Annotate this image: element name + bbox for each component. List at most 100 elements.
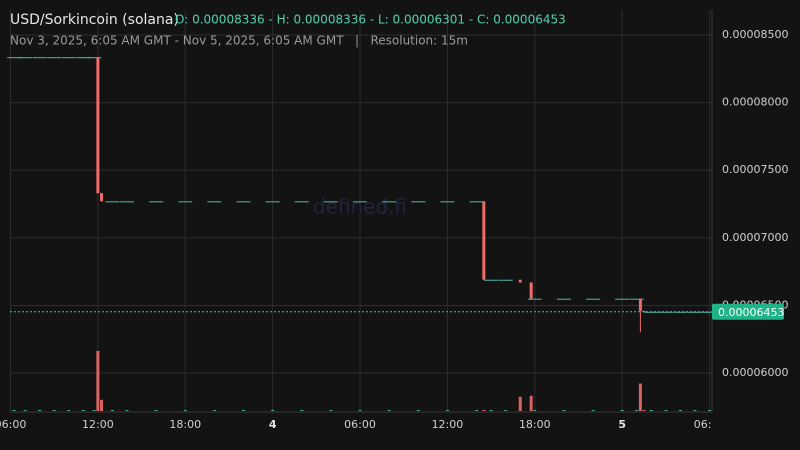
candle-body — [518, 279, 522, 283]
volume-bar — [664, 409, 668, 411]
subtitle: Nov 3, 2025, 6:05 AM GMT - Nov 5, 2025, … — [10, 34, 468, 48]
doji — [353, 201, 368, 203]
x-axis-labels: 06:00 12:00 18:00 4 06:00 12:00 18:00 5 06:00 — [0, 418, 726, 431]
y-tick-label: 0.00007000 — [722, 231, 788, 244]
doji — [120, 201, 135, 203]
volume-bar — [708, 409, 712, 411]
x-tick-label: 18:00 — [519, 418, 551, 431]
volume-bar — [562, 409, 566, 411]
volume-bar — [154, 409, 158, 411]
volume-bar — [12, 409, 16, 411]
doji — [7, 57, 22, 59]
candle-body — [96, 57, 100, 194]
volume-bar — [110, 409, 114, 411]
x-tick-label: 06:00 — [344, 418, 376, 431]
volume-bar — [518, 396, 522, 411]
volume-bar — [23, 409, 27, 411]
doji — [61, 57, 76, 59]
watermark: defined.fi — [313, 195, 407, 219]
x-tick-label: 06:00 — [0, 418, 26, 431]
doji — [18, 57, 33, 59]
volume-bar — [635, 409, 639, 411]
doji — [32, 57, 47, 59]
volume-bar — [504, 409, 508, 411]
doji — [498, 279, 513, 281]
candle-body — [529, 282, 533, 299]
volume-bar — [81, 409, 85, 411]
volume-bar — [242, 409, 246, 411]
x-tick-label: 4 — [269, 418, 277, 431]
doji — [658, 311, 673, 313]
y-tick-label: 0.00008000 — [722, 96, 788, 109]
doji — [382, 201, 397, 203]
doji — [556, 298, 571, 300]
volume-bar — [92, 409, 96, 411]
doji — [149, 201, 164, 203]
volume-bar — [638, 383, 642, 411]
x-tick-label: 06:00 — [694, 418, 726, 431]
doji — [207, 201, 222, 203]
volume-bar — [489, 409, 493, 411]
x-tick-label: 5 — [618, 418, 626, 431]
volume-bar — [482, 409, 486, 411]
volume-bar — [416, 409, 420, 411]
volume-bar — [678, 409, 682, 411]
y-tick-label: 0.00006000 — [722, 366, 788, 379]
doji — [440, 201, 455, 203]
volume-bar — [358, 409, 362, 411]
volume-bar — [387, 409, 391, 411]
doji — [673, 311, 688, 313]
doji — [323, 201, 338, 203]
doji — [87, 57, 102, 59]
doji — [265, 201, 280, 203]
volume-bar — [125, 409, 129, 411]
x-tick-label: 12:00 — [432, 418, 464, 431]
volume-bar — [475, 409, 479, 411]
grid — [10, 10, 712, 412]
doji — [294, 201, 309, 203]
volume-bar — [620, 409, 624, 411]
volume-bar — [693, 409, 697, 411]
volume-bar — [67, 409, 71, 411]
doji — [76, 57, 91, 59]
candle-body — [642, 310, 646, 312]
doji — [236, 201, 251, 203]
volume-bar — [642, 409, 646, 411]
volume-bar — [445, 409, 449, 411]
volume-bar — [96, 351, 100, 411]
volume-bar — [329, 409, 333, 411]
volume-bar — [533, 409, 537, 411]
doji — [178, 201, 193, 203]
volume-bar — [100, 399, 104, 411]
y-tick-label: 0.00008500 — [722, 28, 788, 41]
volume-bar — [212, 409, 216, 411]
ohlc-legend: O: 0.00008336 - H: 0.00008336 - L: 0.000… — [175, 13, 566, 27]
candle-body — [482, 201, 486, 280]
doji — [629, 298, 644, 300]
doji — [469, 201, 484, 203]
doji — [411, 201, 426, 203]
candle-body — [638, 298, 642, 311]
volume-bar — [271, 409, 275, 411]
last-price-label: 0.00006453 — [718, 306, 784, 319]
doji — [615, 298, 630, 300]
volume-bar — [38, 409, 42, 411]
chart-title: USD/Sorkincoin (solana) — [10, 12, 179, 28]
volume-bar — [183, 409, 187, 411]
x-tick-label: 18:00 — [169, 418, 201, 431]
volume-bar — [529, 395, 533, 411]
axes: 0.000060000.000065000.000070000.00007500… — [0, 28, 788, 431]
volume-bar — [300, 409, 304, 411]
doji — [527, 298, 542, 300]
candle-body — [100, 193, 104, 202]
volume-bar — [649, 409, 653, 411]
doji — [105, 201, 120, 203]
y-tick-label: 0.00007500 — [722, 163, 788, 176]
volume-bar — [52, 409, 56, 411]
x-tick-label: 12:00 — [82, 418, 114, 431]
doji — [484, 279, 499, 281]
volume-bar — [591, 409, 595, 411]
doji — [586, 298, 601, 300]
